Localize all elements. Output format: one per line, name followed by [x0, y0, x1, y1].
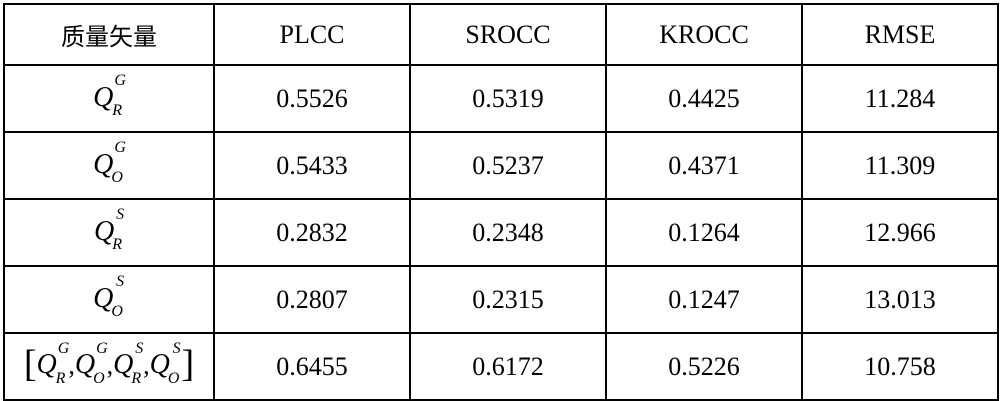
quality-vector-cell: [Q G R ,Q G O ,Q S R ,Q S O]	[3, 332, 215, 401]
srocc-cell: 0.2315	[409, 265, 607, 334]
plcc-cell: 0.5526	[213, 64, 411, 133]
rmse-cell: 13.013	[801, 265, 999, 334]
table-row: [Q G R ,Q G O ,Q S R ,Q S O] 0.6455 0.6172 0.5226 1…	[3, 332, 999, 401]
header-row: 质量矢量 PLCC SROCC KROCC RMSE	[3, 3, 999, 66]
krocc-cell: 0.4425	[605, 64, 803, 133]
plcc-cell: 0.2832	[213, 198, 411, 267]
plcc-cell: 0.5433	[213, 131, 411, 200]
open-bracket: [	[23, 342, 37, 385]
rmse-cell: 11.309	[801, 131, 999, 200]
close-bracket: ]	[181, 342, 195, 385]
plcc-cell: 0.2807	[213, 265, 411, 334]
krocc-cell: 0.5226	[605, 332, 803, 401]
header-srocc: SROCC	[409, 3, 607, 66]
plcc-cell: 0.6455	[213, 332, 411, 401]
rmse-cell: 12.966	[801, 198, 999, 267]
srocc-cell: 0.2348	[409, 198, 607, 267]
header-krocc: KROCC	[605, 3, 803, 66]
header-quality-vector: 质量矢量	[3, 3, 215, 66]
srocc-cell: 0.6172	[409, 332, 607, 401]
rmse-cell: 11.284	[801, 64, 999, 133]
header-plcc: PLCC	[213, 3, 411, 66]
krocc-cell: 0.1247	[605, 265, 803, 334]
krocc-cell: 0.4371	[605, 131, 803, 200]
krocc-cell: 0.1264	[605, 198, 803, 267]
srocc-cell: 0.5319	[409, 64, 607, 133]
combined-quality-vector: [Q G R ,Q G O ,Q S R ,Q S O]	[23, 339, 195, 387]
rmse-cell: 10.758	[801, 332, 999, 401]
header-rmse: RMSE	[801, 3, 999, 66]
srocc-cell: 0.5237	[409, 131, 607, 200]
